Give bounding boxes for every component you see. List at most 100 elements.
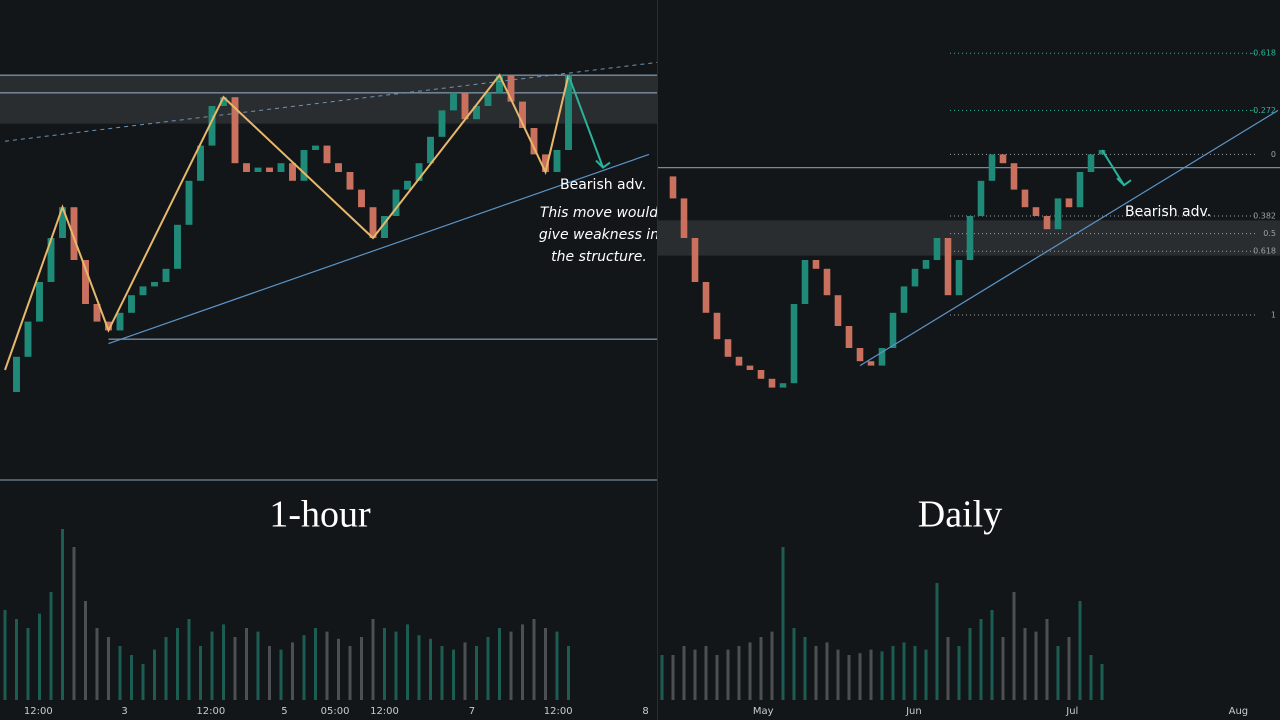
candle <box>300 150 308 181</box>
candle <box>47 238 55 282</box>
arrow <box>567 74 604 168</box>
candle <box>856 348 864 362</box>
trend-line <box>859 109 1279 367</box>
volume-bar <box>693 649 697 700</box>
candle <box>24 321 32 357</box>
volume-bar <box>302 635 306 700</box>
volume-bar <box>1100 664 1104 700</box>
x-tick-label: May <box>753 706 774 717</box>
candle <box>746 365 754 370</box>
candle <box>392 189 400 216</box>
note: give weakness in <box>539 227 657 243</box>
zigzag <box>4 73 570 371</box>
candle <box>461 92 469 120</box>
volume-bar <box>1001 637 1005 700</box>
volume-bar <box>671 655 675 700</box>
volume-bar <box>164 637 168 700</box>
candle <box>845 326 853 348</box>
volume-bar <box>95 628 99 700</box>
volume-bar <box>567 646 570 700</box>
volume-bar <box>3 610 7 700</box>
note: the structure. <box>551 249 647 265</box>
candle <box>208 106 216 146</box>
x-tick-label: 7 <box>469 706 475 717</box>
candle <box>1032 207 1040 216</box>
candle <box>735 356 743 366</box>
candle <box>988 154 996 181</box>
candle <box>128 295 135 313</box>
candle <box>900 286 908 313</box>
candle <box>105 321 112 331</box>
volume-bar <box>360 637 363 700</box>
volume-bar <box>737 646 741 700</box>
candle <box>878 348 886 366</box>
panel-label: 1-hour <box>269 494 371 536</box>
candle <box>1043 216 1051 230</box>
volume-bar <box>256 631 260 700</box>
volume-bar <box>394 631 398 700</box>
arrow <box>1101 149 1125 186</box>
volume-bar <box>176 628 179 700</box>
candle <box>779 383 787 388</box>
volume-bar <box>521 624 524 700</box>
volume-bar <box>61 529 64 700</box>
volume-bar <box>660 655 664 700</box>
candle <box>59 207 66 238</box>
candle <box>82 260 89 304</box>
volume-bar <box>153 649 156 700</box>
volume-bar <box>187 619 191 700</box>
volume-bar <box>1056 646 1060 700</box>
candle <box>933 238 941 260</box>
volume-bar <box>15 619 18 700</box>
volume-bar <box>704 646 708 700</box>
candle <box>277 163 285 172</box>
volume-bar <box>715 655 719 700</box>
volume-bar <box>869 649 873 700</box>
candle <box>369 207 377 238</box>
candle <box>151 282 158 287</box>
volume-bar <box>770 631 774 700</box>
candle <box>243 163 250 172</box>
candle <box>438 110 446 137</box>
volume-bar <box>130 655 133 700</box>
volume-bar <box>452 649 455 700</box>
candle <box>911 268 919 287</box>
volume-bar <box>781 547 785 700</box>
volume-bar <box>383 628 386 700</box>
candle <box>1021 189 1029 208</box>
volume-bar <box>141 664 145 700</box>
volume-bar <box>880 651 884 700</box>
candle <box>757 370 765 379</box>
volume-bar <box>440 646 444 700</box>
x-tick-label: 12:00 <box>544 706 573 717</box>
volume-bar <box>891 646 895 700</box>
volume-bar <box>475 646 478 700</box>
annotation: Bearish adv. <box>1125 204 1211 220</box>
candle <box>790 304 798 384</box>
candle <box>922 260 930 269</box>
trend-line-dashed <box>4 61 657 142</box>
candle <box>1087 154 1095 172</box>
candle <box>867 361 875 366</box>
volume-bar <box>836 649 840 700</box>
candle <box>484 92 492 106</box>
volume-bar <box>902 642 906 700</box>
volume-bar <box>429 638 432 700</box>
x-tick-label: 5 <box>281 706 287 717</box>
candle <box>955 260 963 296</box>
fib-label: 1 <box>1271 311 1276 320</box>
candle <box>358 189 365 208</box>
candle <box>266 167 273 172</box>
volume-bar <box>486 637 490 700</box>
trend-line <box>108 153 650 345</box>
volume-bar <box>1034 631 1038 700</box>
volume-bar <box>748 642 752 700</box>
candle <box>197 145 204 181</box>
volume-bar <box>417 635 421 700</box>
fib-label: 0 <box>1271 150 1276 159</box>
candle <box>254 167 262 172</box>
candle <box>174 224 181 269</box>
volume-bar <box>49 592 53 700</box>
volume-bar <box>935 583 939 700</box>
